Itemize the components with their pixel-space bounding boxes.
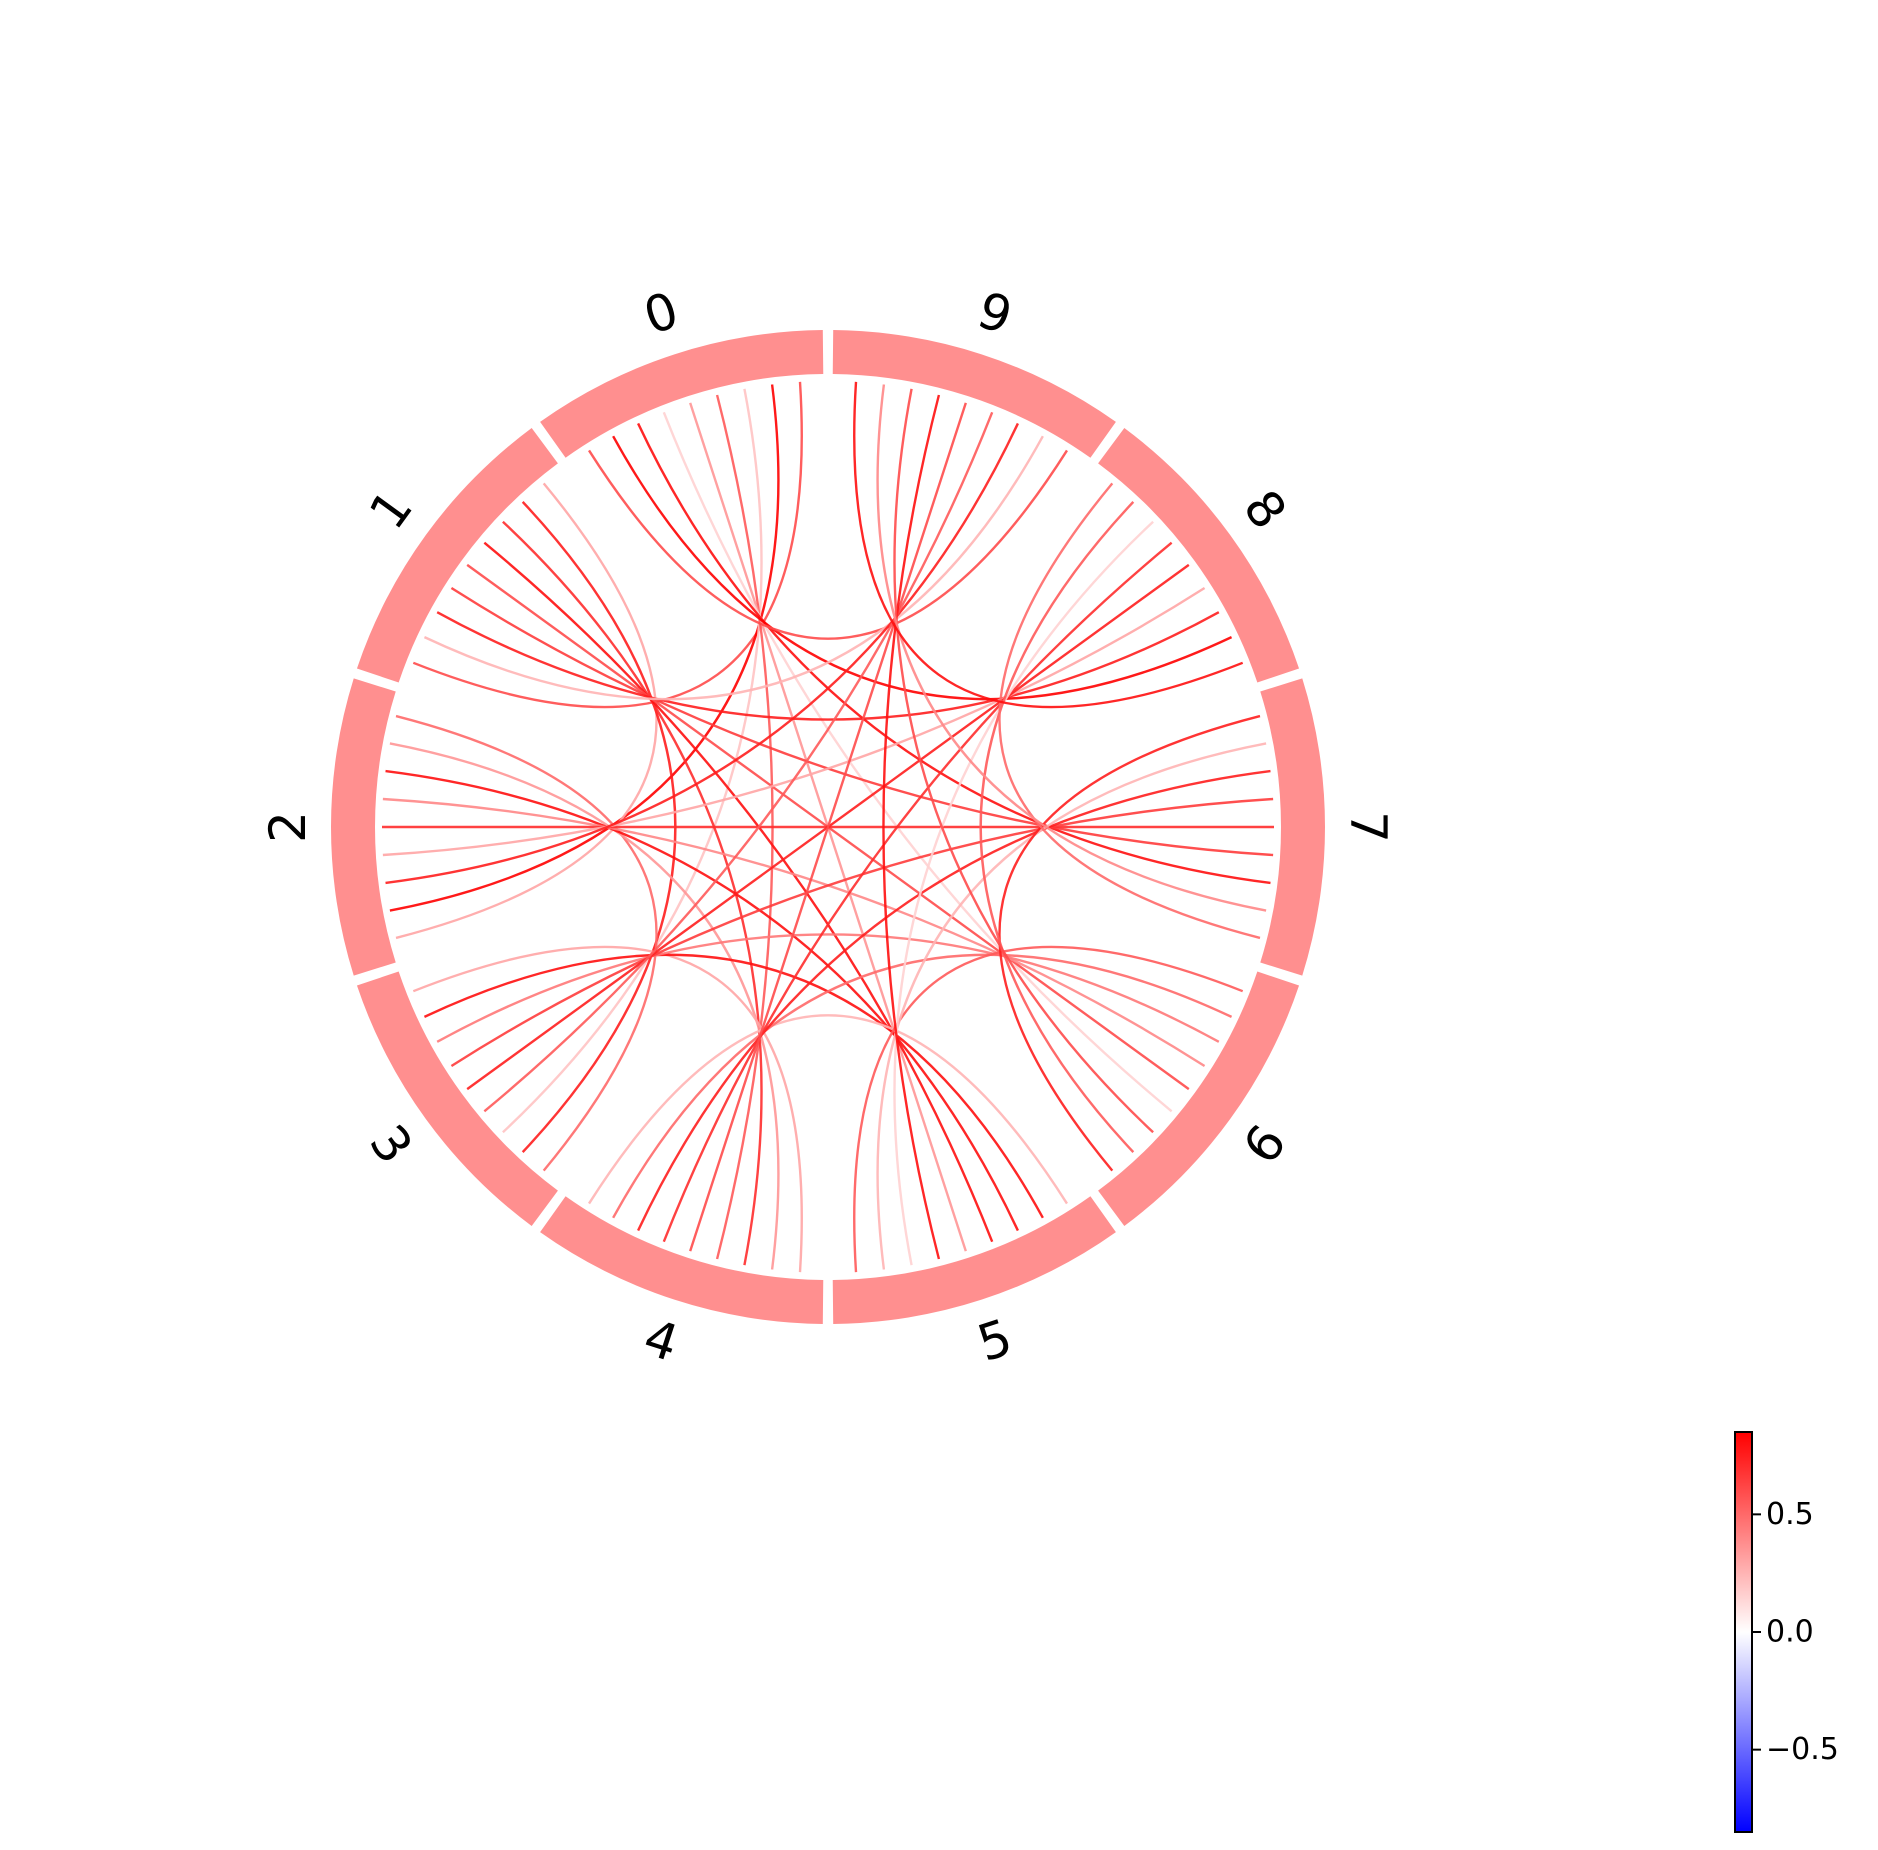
- node-segment-5: [832, 1196, 1116, 1324]
- colorbar-tick-label: 0.5: [1766, 1497, 1814, 1532]
- node-segment-2: [330, 678, 396, 976]
- node-segment-0: [540, 330, 824, 458]
- chord-2-9: [385, 422, 1019, 885]
- chord-1-4: [502, 520, 763, 1266]
- node-segment-6: [1098, 971, 1300, 1227]
- chord-3-7: [450, 797, 1274, 1067]
- chord-0-9: [588, 449, 1068, 640]
- chord-6-7: [998, 714, 1261, 1172]
- node-label-6: 6: [1232, 1114, 1298, 1174]
- chord-6-8: [979, 501, 1135, 1153]
- chord-4-9: [689, 402, 967, 1252]
- node-label-9: 9: [971, 281, 1019, 346]
- chord-4-7: [637, 769, 1271, 1232]
- chord-0-3: [502, 388, 763, 1134]
- colorbar-ticks: 0.5 0.0 −0.5: [1752, 1497, 1839, 1767]
- node-label-8: 8: [1232, 480, 1298, 540]
- chord-3-9: [483, 411, 994, 1113]
- chord-5-6: [853, 945, 1244, 1273]
- chord-1-9: [423, 435, 1044, 701]
- chord-7-8: [998, 482, 1261, 940]
- chord-5-7: [876, 742, 1267, 1270]
- node-label-2: 2: [259, 811, 317, 843]
- colorbar-gradient: [1734, 1431, 1753, 1833]
- chord-4-5: [588, 1014, 1068, 1205]
- chord-5-9: [882, 394, 941, 1260]
- chord-2-8: [382, 587, 1206, 857]
- colorbar-tick-label: −0.5: [1766, 1732, 1839, 1767]
- node-label-5: 5: [971, 1308, 1019, 1373]
- chord-0-1: [412, 381, 803, 709]
- chord-2-5: [385, 769, 1019, 1232]
- chord-1-2: [395, 482, 658, 940]
- chord-4-6: [612, 953, 1233, 1219]
- chord-2-3: [395, 714, 658, 1172]
- chord-4-8: [662, 541, 1173, 1243]
- node-segment-9: [832, 330, 1116, 458]
- chord-8-9: [853, 381, 1244, 709]
- node-label-7: 7: [1339, 811, 1397, 843]
- chord-3-6: [436, 933, 1220, 1043]
- colorbar-tick-label: 0.0: [1766, 1615, 1814, 1650]
- chord-links: [382, 381, 1274, 1273]
- chord-0-7: [637, 422, 1271, 885]
- chord-3-4: [412, 945, 803, 1273]
- chord-1-8: [436, 611, 1220, 721]
- node-label-0: 0: [637, 281, 685, 346]
- node-label-4: 4: [637, 1308, 685, 1373]
- node-label-3: 3: [358, 1114, 424, 1174]
- node-label-1: 1: [358, 480, 424, 540]
- node-segment-7: [1260, 678, 1325, 976]
- node-segment-4: [540, 1196, 824, 1324]
- node-segment-3: [356, 971, 558, 1227]
- chord-5-8: [893, 520, 1154, 1266]
- node-ring: [330, 330, 1325, 1324]
- chord-7-9: [876, 384, 1267, 912]
- node-segment-1: [356, 427, 558, 683]
- chord-6-9: [893, 388, 1154, 1134]
- node-segment-8: [1098, 427, 1300, 683]
- colorbar: 0.5 0.0 −0.5: [1734, 1431, 1839, 1833]
